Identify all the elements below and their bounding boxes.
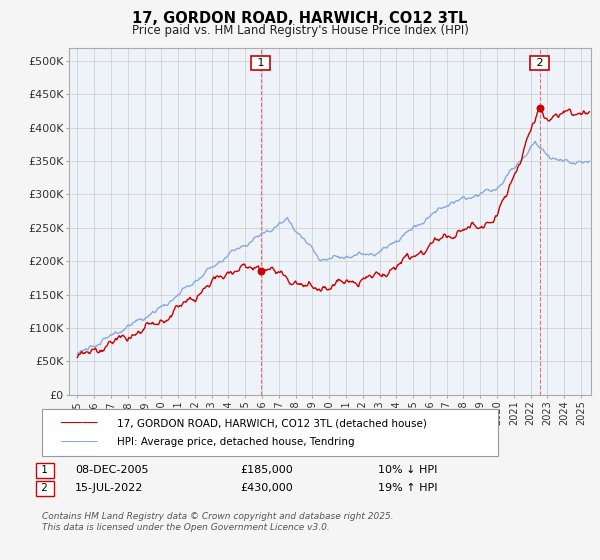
Text: 1: 1 (254, 58, 268, 68)
Text: 17, GORDON ROAD, HARWICH, CO12 3TL: 17, GORDON ROAD, HARWICH, CO12 3TL (133, 11, 467, 26)
Text: 17, GORDON ROAD, HARWICH, CO12 3TL (detached house): 17, GORDON ROAD, HARWICH, CO12 3TL (deta… (117, 419, 427, 429)
Text: Contains HM Land Registry data © Crown copyright and database right 2025.
This d: Contains HM Land Registry data © Crown c… (42, 512, 394, 532)
Text: ─────: ───── (60, 436, 97, 449)
Text: HPI: Average price, detached house, Tendring: HPI: Average price, detached house, Tend… (117, 437, 355, 447)
Text: 08-DEC-2005: 08-DEC-2005 (75, 465, 149, 475)
Text: £430,000: £430,000 (240, 483, 293, 493)
Text: £185,000: £185,000 (240, 465, 293, 475)
Point (535, 103, 544, 112)
Text: 2: 2 (533, 58, 547, 68)
Text: 19% ↑ HPI: 19% ↑ HPI (378, 483, 437, 493)
Point (256, 267, 265, 276)
Text: 2: 2 (38, 483, 52, 493)
Text: ─────: ───── (60, 417, 97, 431)
Text: 15-JUL-2022: 15-JUL-2022 (75, 483, 143, 493)
Text: 1: 1 (38, 465, 52, 475)
Text: 10% ↓ HPI: 10% ↓ HPI (378, 465, 437, 475)
Text: Price paid vs. HM Land Registry's House Price Index (HPI): Price paid vs. HM Land Registry's House … (131, 24, 469, 36)
